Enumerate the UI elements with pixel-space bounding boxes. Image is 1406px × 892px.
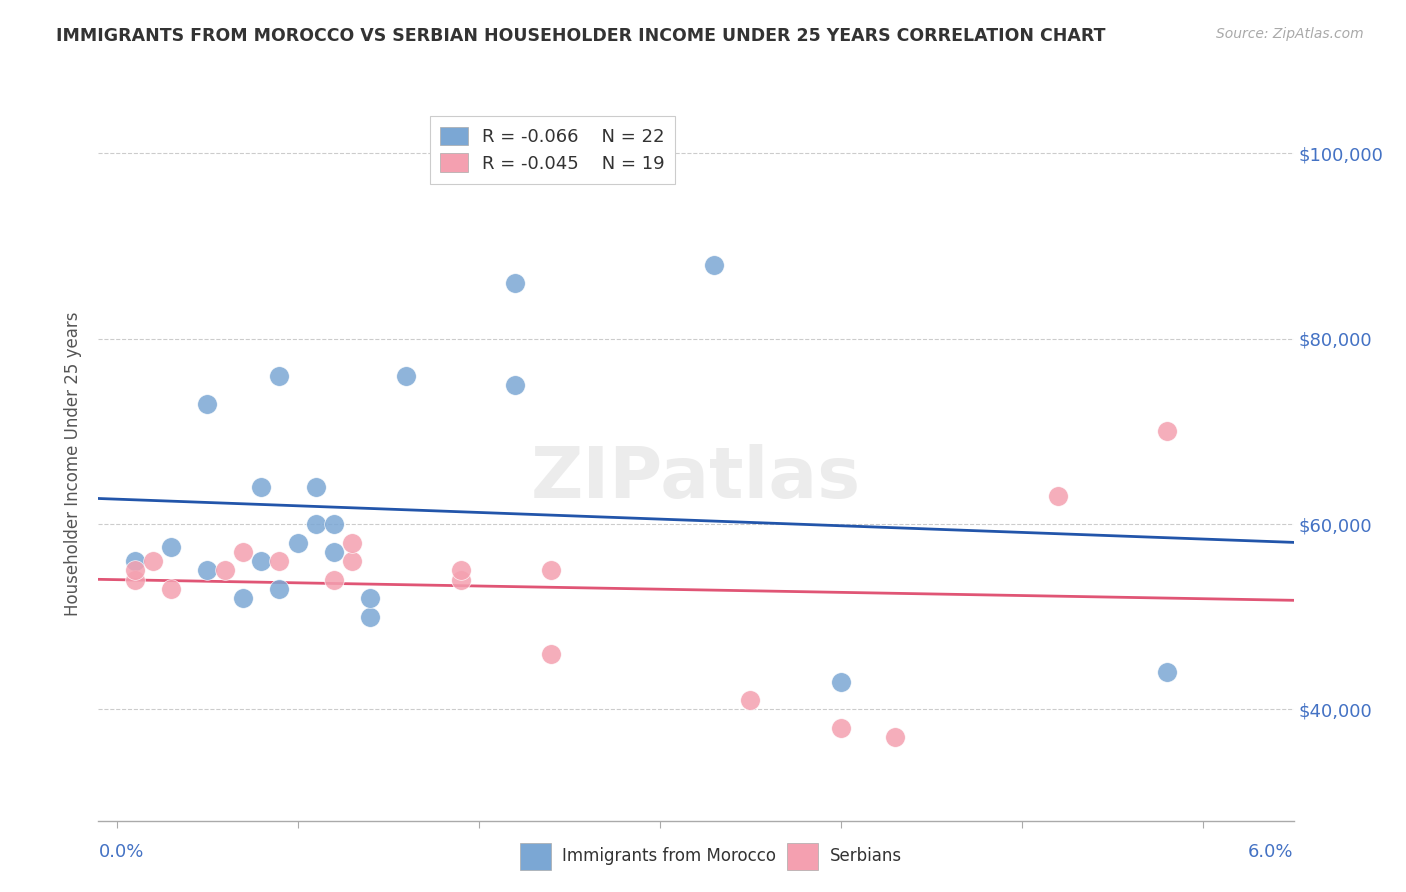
Point xyxy=(269,368,291,383)
Text: 6.0%: 6.0% xyxy=(1249,843,1294,861)
Point xyxy=(340,535,363,549)
Point xyxy=(450,563,472,577)
Point xyxy=(124,563,146,577)
Point xyxy=(269,582,291,596)
Point xyxy=(359,591,381,606)
Point xyxy=(450,573,472,587)
Point xyxy=(305,480,328,494)
Text: 0.0%: 0.0% xyxy=(98,843,143,861)
Point xyxy=(124,573,146,587)
Point xyxy=(232,591,254,606)
Point xyxy=(305,517,328,532)
Text: Serbians: Serbians xyxy=(830,847,901,865)
Point xyxy=(359,609,381,624)
Point xyxy=(1156,665,1178,680)
Point xyxy=(540,563,562,577)
Text: Source: ZipAtlas.com: Source: ZipAtlas.com xyxy=(1216,27,1364,41)
Point xyxy=(884,730,907,744)
Point xyxy=(195,563,218,577)
Point xyxy=(195,396,218,410)
Point xyxy=(395,368,418,383)
Point xyxy=(160,541,183,555)
Text: IMMIGRANTS FROM MOROCCO VS SERBIAN HOUSEHOLDER INCOME UNDER 25 YEARS CORRELATION: IMMIGRANTS FROM MOROCCO VS SERBIAN HOUSE… xyxy=(56,27,1105,45)
Point xyxy=(503,276,526,290)
Text: ZIPatlas: ZIPatlas xyxy=(531,443,860,513)
Point xyxy=(214,563,236,577)
Point xyxy=(322,573,344,587)
Point xyxy=(250,480,273,494)
Point xyxy=(340,554,363,568)
Text: Immigrants from Morocco: Immigrants from Morocco xyxy=(562,847,776,865)
Point xyxy=(1156,425,1178,439)
Point xyxy=(703,258,725,272)
Point xyxy=(1047,489,1070,503)
Point xyxy=(287,535,309,549)
Point xyxy=(124,554,146,568)
Point xyxy=(830,674,852,689)
Point xyxy=(322,545,344,559)
Point xyxy=(160,582,183,596)
Legend: R = -0.066    N = 22, R = -0.045    N = 19: R = -0.066 N = 22, R = -0.045 N = 19 xyxy=(430,116,675,184)
Point xyxy=(269,554,291,568)
Point xyxy=(740,693,762,707)
Y-axis label: Householder Income Under 25 years: Householder Income Under 25 years xyxy=(65,311,83,616)
Point xyxy=(830,721,852,735)
Point xyxy=(142,554,165,568)
Point xyxy=(250,554,273,568)
Point xyxy=(540,647,562,661)
Point xyxy=(322,517,344,532)
Point xyxy=(232,545,254,559)
Point xyxy=(503,378,526,392)
